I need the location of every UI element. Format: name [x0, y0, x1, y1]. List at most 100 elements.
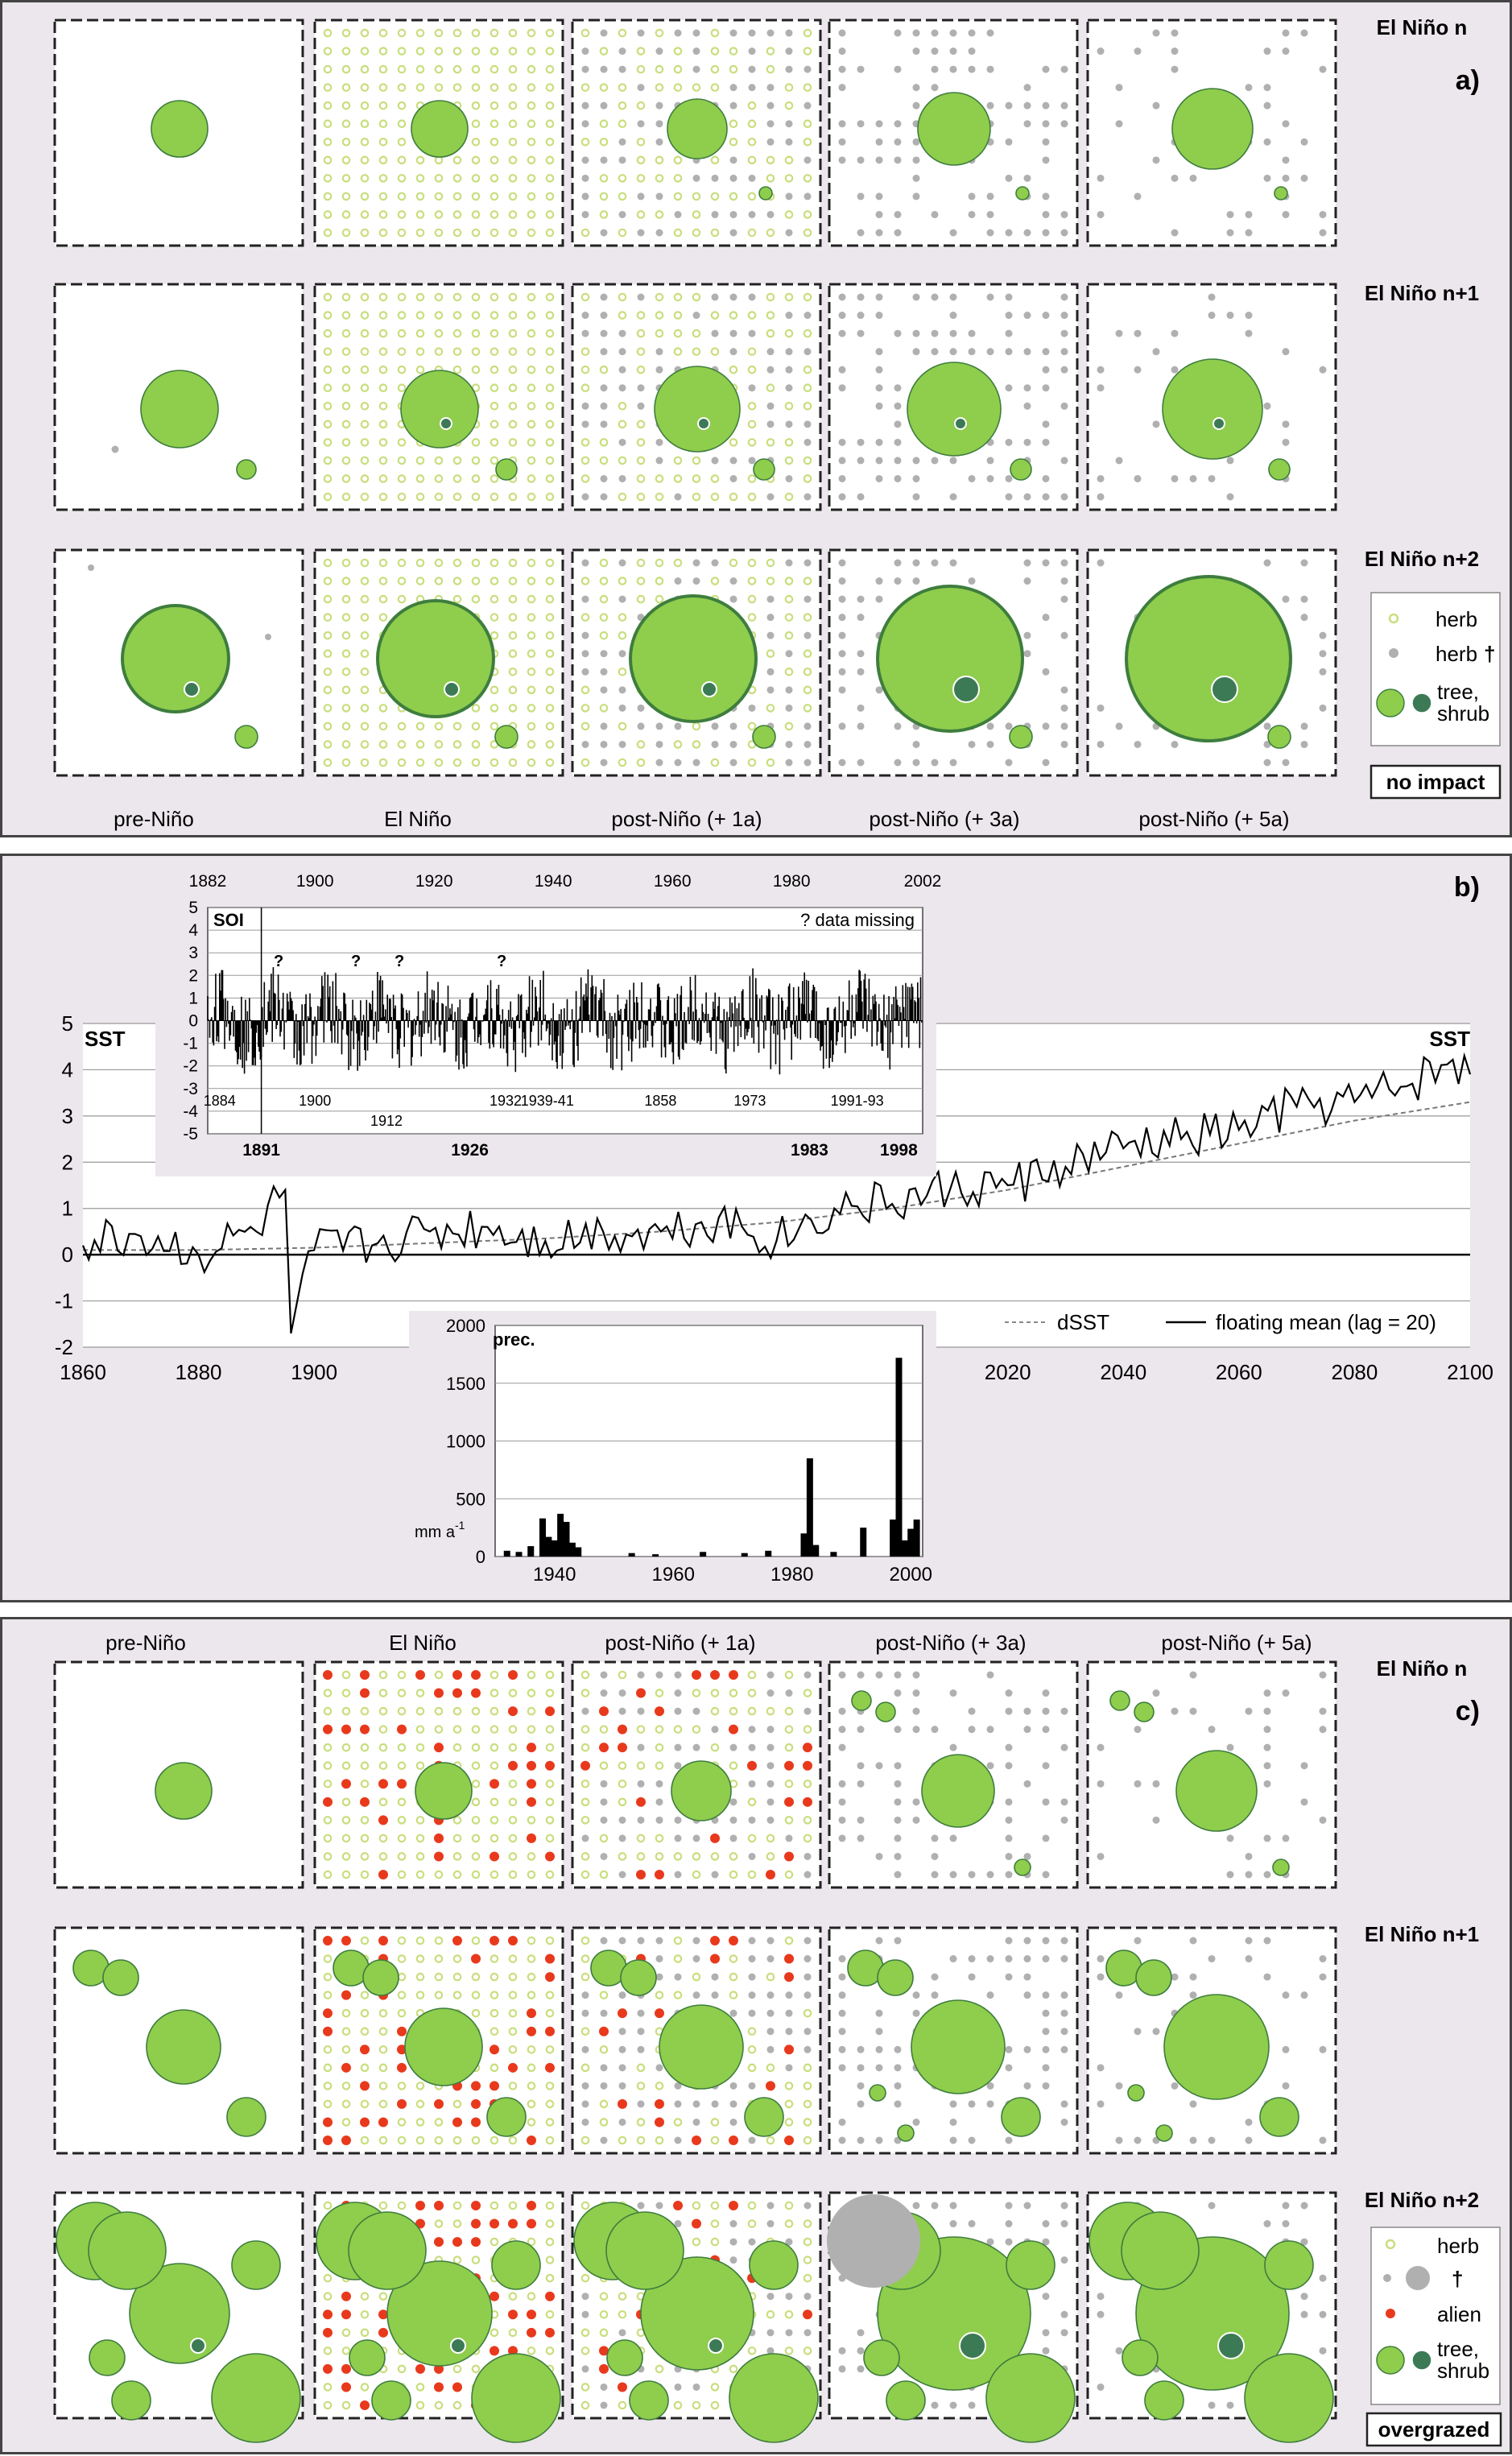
herb [397, 311, 407, 320]
dead-herb [600, 2064, 608, 2072]
dead-herb [1263, 174, 1271, 182]
tree [362, 1959, 399, 1996]
dead-herb [766, 420, 775, 428]
herb [415, 1689, 425, 1697]
dead-herb [1300, 2293, 1308, 2301]
herb [490, 47, 499, 56]
herb [341, 438, 351, 447]
dead-herb [581, 740, 589, 748]
dead-herb [766, 1991, 775, 1999]
tree [876, 585, 1024, 733]
herb [636, 577, 646, 585]
herb [580, 1870, 590, 1879]
dead-herb [711, 457, 719, 465]
dead-herb [692, 759, 700, 767]
herb [692, 2237, 701, 2247]
herb [527, 1936, 536, 1945]
herb [471, 1816, 481, 1825]
dead-herb [986, 740, 994, 748]
dead-herb [1005, 174, 1013, 182]
dead-herb [1245, 312, 1253, 320]
herb [415, 2136, 425, 2145]
dead-herb [785, 686, 793, 694]
dead-herb [1134, 48, 1142, 56]
dead-herb [912, 138, 920, 146]
tree [1121, 2211, 1200, 2290]
dead-herb [1300, 138, 1308, 146]
herb [434, 1991, 444, 1999]
tree [907, 362, 1002, 457]
dead-herb [986, 1871, 994, 1879]
herb [360, 365, 370, 374]
herb [784, 2219, 794, 2228]
tree [729, 2353, 819, 2443]
herb [692, 1870, 701, 1879]
herb [471, 2364, 481, 2374]
tree [1171, 88, 1254, 170]
herb [378, 329, 388, 338]
col-label-a-2: post-Niño (+ 1a) [611, 807, 762, 831]
tree [1144, 2380, 1184, 2421]
dead-herb [581, 210, 589, 218]
dead-herb [1060, 229, 1068, 237]
herb [527, 347, 536, 356]
herb [618, 722, 627, 731]
herb [655, 210, 664, 219]
herb [580, 704, 590, 713]
dead-herb [912, 493, 920, 501]
sst-x-tick-label: 1880 [176, 1360, 222, 1384]
herb [341, 174, 351, 183]
herb [710, 2400, 720, 2410]
herb [452, 2136, 462, 2145]
herb [415, 722, 425, 731]
herb [323, 2082, 333, 2090]
dead-herb [1042, 312, 1050, 320]
herb [397, 64, 407, 74]
herb [397, 365, 407, 374]
alien-herb [545, 1954, 555, 1964]
prec-bar [860, 1528, 867, 1557]
herb [618, 2309, 627, 2319]
herb [803, 456, 812, 465]
herb [378, 2027, 388, 2036]
dead-herb [618, 595, 626, 603]
herb [341, 474, 351, 483]
herb [673, 174, 683, 183]
dead-herb [894, 559, 902, 567]
dead-herb [931, 457, 939, 465]
dead-herb [1300, 2310, 1308, 2318]
herb [397, 119, 407, 129]
herb [490, 292, 499, 302]
herb [784, 492, 794, 502]
herb [747, 347, 757, 356]
dead-herb [1005, 229, 1013, 237]
dead-herb [1115, 120, 1123, 128]
alien-herb [527, 2026, 536, 2036]
dead-herb [804, 1707, 812, 1715]
herb [378, 228, 388, 238]
dead-herb [692, 1834, 700, 1842]
dead-herb [968, 1726, 976, 1734]
dead-herb [766, 402, 775, 410]
dead-herb [912, 457, 920, 465]
herb [527, 311, 536, 320]
dead-herb [581, 2100, 589, 2108]
dead-herb [949, 759, 957, 767]
herb [452, 64, 462, 74]
dead-herb [986, 229, 994, 237]
alien-herb [784, 2045, 794, 2055]
herb [803, 174, 812, 183]
herb [580, 1689, 590, 1697]
herb [452, 2219, 462, 2228]
dead-herb [1042, 614, 1050, 622]
dead-herb [766, 84, 775, 92]
herb [545, 174, 555, 183]
herb [360, 64, 370, 74]
dead-herb [766, 631, 775, 639]
alien-herb [323, 2008, 333, 2019]
dead-herb [1060, 559, 1068, 567]
herb [747, 2219, 757, 2228]
herb [323, 2201, 333, 2210]
herb [490, 577, 499, 585]
dead-herb [804, 420, 812, 428]
